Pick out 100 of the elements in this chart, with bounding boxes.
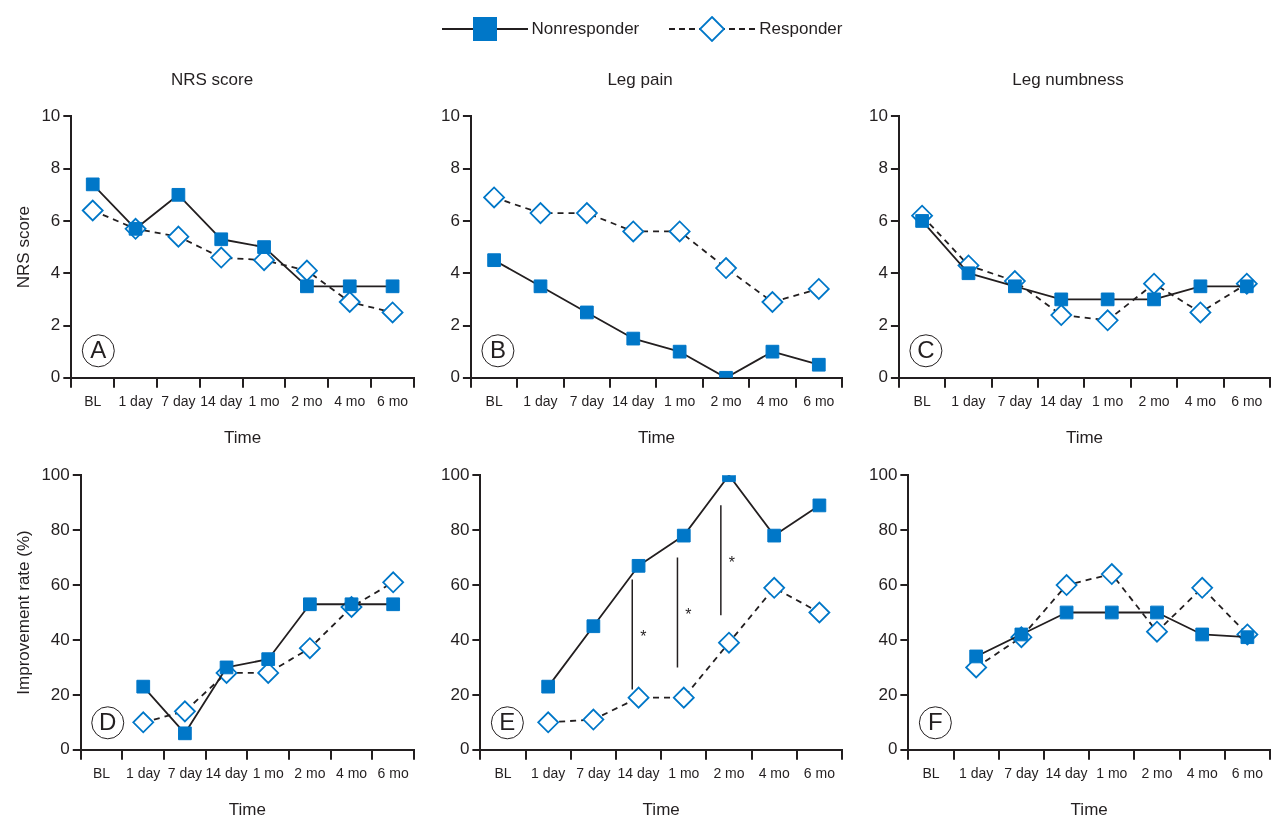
y-tick-label: 60 — [878, 574, 898, 594]
y-tick-label: 80 — [878, 519, 898, 539]
x-tick-label: 4 mo — [1184, 393, 1217, 410]
y-axis-title: NRS score — [13, 206, 33, 289]
y-tick-label: 20 — [878, 684, 898, 704]
y-tick-label: 20 — [450, 684, 470, 704]
point — [668, 220, 691, 243]
y-tick-label: 20 — [50, 684, 70, 704]
point — [718, 631, 740, 654]
chart-title: Leg numbness — [1012, 69, 1124, 89]
x-axis-title: Time — [642, 800, 680, 820]
x-tick-label: 1 day — [951, 393, 986, 410]
x-tick-label: 7 day — [569, 393, 604, 410]
legend-label: Responder — [759, 19, 843, 39]
x-tick-label: 1 day — [959, 765, 994, 782]
point — [210, 246, 233, 269]
point — [811, 357, 826, 372]
y-tick-label: 0 — [878, 367, 888, 387]
point — [582, 708, 605, 731]
point — [167, 225, 190, 248]
x-tick-label: 6 mo — [803, 393, 835, 410]
x-tick-label: 7 day — [167, 765, 203, 782]
point — [580, 305, 594, 320]
y-tick-label: 0 — [60, 739, 70, 759]
point — [174, 700, 196, 723]
y-tick-label: 100 — [868, 464, 898, 484]
x-tick-label: 7 day — [161, 393, 196, 410]
point — [298, 637, 321, 660]
y-tick-label: 8 — [50, 158, 61, 178]
point — [1143, 272, 1165, 295]
x-tick-label: 2 mo — [1141, 765, 1173, 782]
point — [631, 558, 646, 573]
x-tick-label: 1 day — [118, 393, 153, 410]
x-tick-label: 14 day — [200, 393, 243, 410]
y-tick-label: 6 — [50, 210, 61, 230]
y-tick-label: 100 — [440, 464, 470, 484]
x-tick-label: 7 day — [997, 393, 1032, 410]
point — [1054, 292, 1069, 307]
annotation: * — [685, 605, 692, 623]
point — [586, 619, 601, 634]
point — [533, 279, 548, 294]
y-tick-label: 4 — [878, 262, 888, 282]
point — [1050, 304, 1073, 326]
x-tick-label: BL — [485, 393, 503, 410]
x-tick-label: 4 mo — [335, 765, 368, 782]
y-tick-label: 2 — [878, 315, 888, 335]
point — [672, 344, 687, 359]
y-tick-label: 4 — [450, 262, 460, 282]
x-tick-label: 6 mo — [803, 765, 836, 782]
annotation: A — [90, 336, 107, 364]
annotation: E — [499, 708, 516, 736]
x-tick-label: 1 mo — [248, 393, 280, 410]
annotation: * — [728, 553, 735, 571]
annotation: D — [99, 708, 117, 736]
point — [807, 278, 830, 300]
x-tick-label: 4 mo — [1186, 765, 1218, 782]
y-tick-label: 8 — [878, 158, 888, 178]
y-tick-label: 6 — [878, 210, 888, 230]
x-tick-label: 2 mo — [291, 393, 323, 410]
point — [763, 576, 786, 599]
y-tick-label: 10 — [868, 106, 888, 126]
x-tick-label: BL — [93, 765, 111, 782]
point — [1146, 620, 1168, 643]
y-tick-label: 8 — [450, 158, 460, 178]
point — [575, 202, 598, 225]
y-tick-label: 10 — [440, 106, 460, 126]
point — [132, 711, 155, 734]
x-tick-label: BL — [84, 393, 102, 410]
point — [342, 279, 357, 294]
x-tick-label: 14 day — [1045, 765, 1088, 782]
annotation: C — [917, 336, 935, 364]
x-tick-label: 6 mo — [377, 765, 409, 782]
point — [171, 187, 186, 202]
x-tick-label: 1 day — [531, 765, 566, 782]
point — [529, 202, 552, 225]
point — [303, 597, 317, 612]
point — [81, 199, 104, 222]
point — [541, 679, 556, 694]
annotation: B — [489, 336, 506, 364]
y-tick-label: 2 — [50, 315, 61, 335]
x-tick-label: 14 day — [205, 765, 248, 782]
y-tick-label: 60 — [50, 574, 70, 594]
x-tick-label: BL — [913, 393, 931, 410]
y-tick-label: 60 — [450, 574, 470, 594]
y-tick-label: 40 — [450, 629, 470, 649]
point — [672, 686, 695, 709]
x-tick-label: 6 mo — [1231, 393, 1263, 410]
point — [812, 498, 827, 513]
x-tick-label: 4 mo — [756, 393, 789, 410]
x-tick-label: 4 mo — [334, 393, 366, 410]
point — [767, 528, 782, 543]
chart-title: Leg pain — [607, 69, 673, 89]
y-tick-label: 0 — [887, 739, 898, 759]
x-tick-label: 7 day — [576, 765, 611, 782]
point — [626, 331, 641, 346]
y-tick-label: 80 — [50, 519, 70, 539]
x-tick-label: 1 mo — [1092, 393, 1124, 410]
point — [136, 679, 151, 694]
chart-title: NRS score — [170, 69, 254, 89]
x-tick-label: 7 day — [1004, 765, 1039, 782]
